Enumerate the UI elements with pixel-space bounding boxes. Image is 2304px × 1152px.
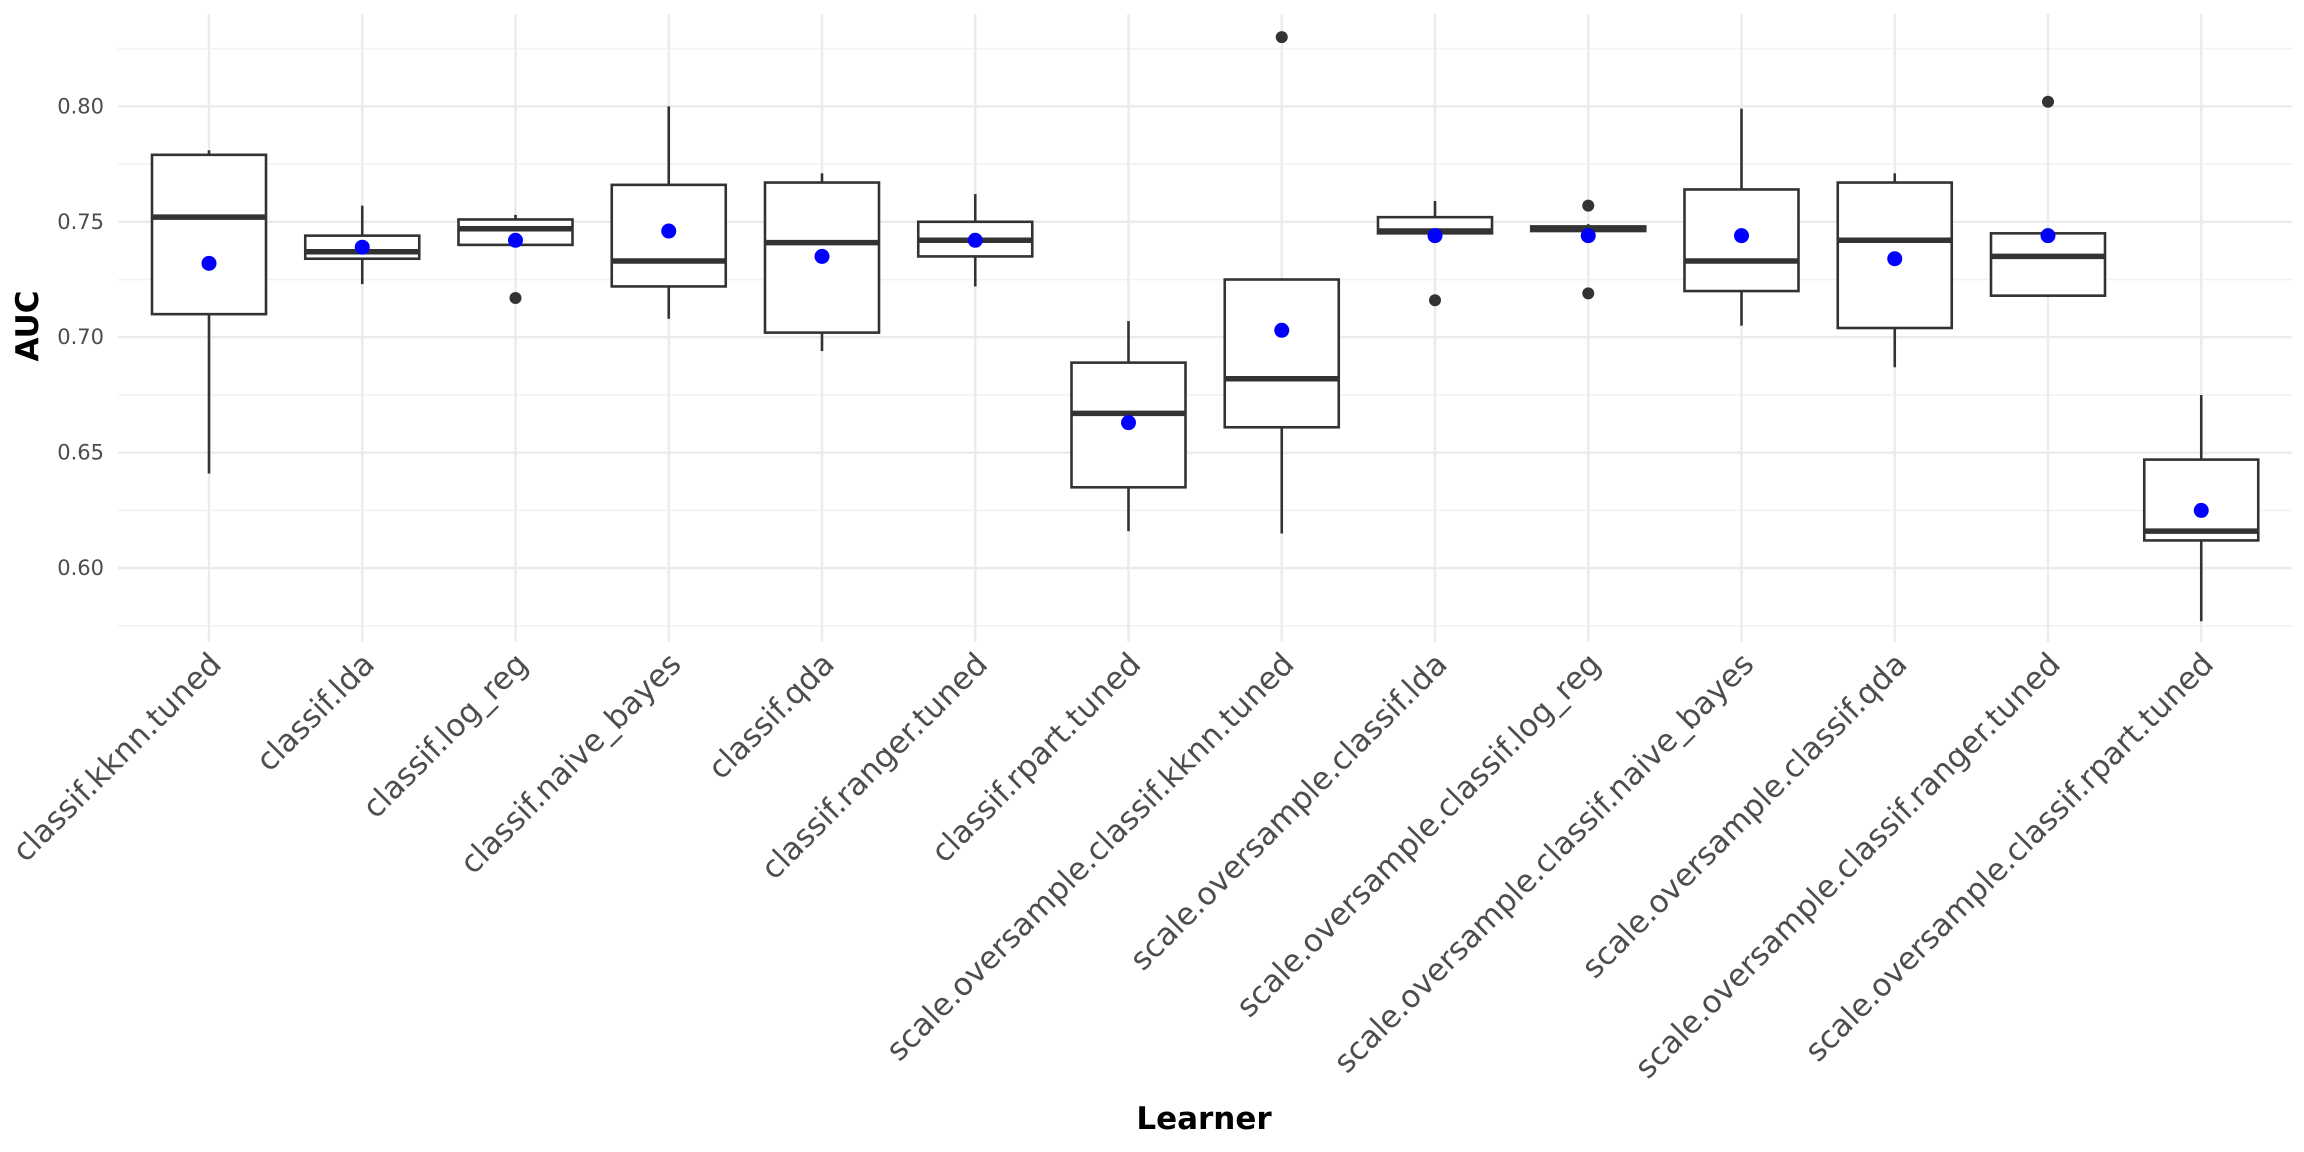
iqr-box: [1989, 232, 2107, 297]
box-8: [1223, 31, 1341, 534]
y-tick-label: 0.70: [57, 325, 104, 349]
y-tick-label: 0.60: [57, 556, 104, 580]
mean-point: [1274, 322, 1290, 338]
mean-point: [354, 239, 370, 255]
x-tick-label: classif.qda: [701, 646, 841, 786]
x-tick-label: scale.oversample.classif.qda: [1575, 646, 1914, 985]
mean-point: [2193, 502, 2209, 518]
mean-point: [1580, 228, 1596, 244]
mean-point: [201, 255, 217, 271]
box-13: [1989, 95, 2107, 297]
y-tick-label: 0.75: [57, 210, 104, 234]
mean-point: [661, 223, 677, 239]
box-7: [1070, 321, 1187, 532]
x-tick-label: scale.oversample.classif.lda: [1123, 646, 1454, 977]
box-14: [2142, 394, 2260, 622]
x-tick-label: classif.log_reg: [356, 646, 535, 825]
mean-point: [967, 232, 983, 248]
mean-point: [814, 248, 830, 264]
outlier-point: [2042, 95, 2054, 108]
box-12: [1836, 173, 1954, 368]
outlier-point: [1429, 294, 1441, 307]
box-11: [1683, 108, 1800, 326]
box-1: [150, 150, 268, 474]
mean-point: [508, 232, 523, 248]
x-axis-category-labels: classif.kknn.tuned classif.ldaclassif.log…: [6, 646, 2221, 1086]
outlier-point: [1582, 199, 1595, 212]
outlier-point: [509, 291, 522, 304]
mean-point: [1427, 228, 1443, 244]
x-tick-label: classif.lda: [249, 646, 381, 778]
box-9: [1376, 201, 1494, 307]
box-3: [457, 214, 574, 304]
box-5: [763, 173, 881, 352]
box-6: [916, 194, 1034, 287]
box-10: [1529, 199, 1647, 300]
iqr-box: [150, 153, 268, 316]
y-axis-title: AUC: [10, 291, 46, 362]
box-2: [303, 205, 421, 285]
mean-point: [1734, 228, 1749, 244]
iqr-box: [1223, 278, 1341, 429]
y-tick-label: 0.80: [57, 94, 104, 118]
outlier-point: [1582, 287, 1595, 300]
y-axis-ticks: 0.60 0.65 0.70 0.75 0.80: [57, 94, 104, 580]
outlier-point: [1275, 31, 1288, 44]
mean-point: [1121, 415, 1136, 431]
mean-point: [2040, 228, 2056, 244]
gridlines: [118, 14, 2292, 642]
box-4: [610, 106, 728, 319]
x-axis-title: Learner: [1136, 1101, 1272, 1137]
iqr-box: [2142, 458, 2260, 542]
y-tick-label: 0.65: [57, 441, 104, 465]
box-series: [150, 31, 2260, 622]
x-tick-label: classif.kknn.tuned: [6, 646, 229, 869]
mean-point: [1887, 251, 1903, 267]
